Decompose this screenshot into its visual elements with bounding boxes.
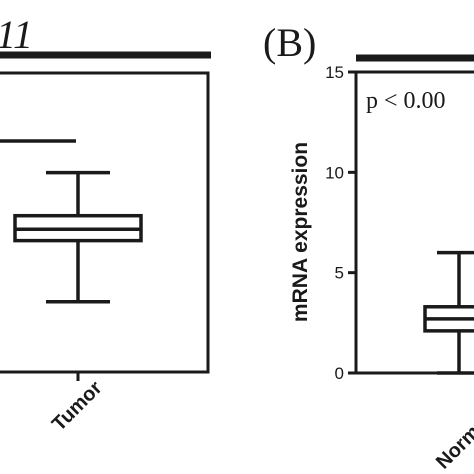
y-tick-label-2: 10	[325, 163, 344, 182]
p-value-annotation: p < 0.00	[366, 88, 446, 114]
panel-b-label: (B)	[263, 20, 316, 65]
y-axis-label: mRNA expression	[289, 142, 312, 322]
panel-a-title-fragment: 11	[0, 12, 33, 57]
y-tick-label-0: 0	[335, 364, 344, 383]
panel-a-category-label: Tumor	[48, 377, 107, 436]
panel-b: (B) mRNA expression 0 5 10 15 p < 0.00 Norm	[263, 20, 474, 474]
y-tick-label-1: 5	[335, 264, 344, 283]
panel-b-plot-area: 0 5 10 15	[325, 63, 474, 383]
panel-b-category-label: Norm	[432, 421, 474, 473]
panel-b-frame	[354, 70, 474, 375]
panel-a-plot-area	[0, 71, 210, 381]
panel-a-frame	[0, 71, 210, 374]
y-tick-label-3: 15	[325, 63, 344, 82]
panel-a: 11 Tumor	[0, 12, 211, 436]
